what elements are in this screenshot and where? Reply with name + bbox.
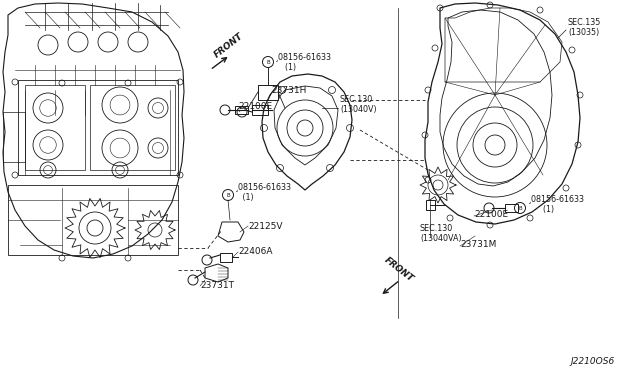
Text: SEC.130
(13040VA): SEC.130 (13040VA) bbox=[420, 224, 461, 243]
Text: B: B bbox=[226, 192, 230, 198]
Text: ¸08156-61633
      (1): ¸08156-61633 (1) bbox=[528, 194, 585, 214]
Text: FRONT: FRONT bbox=[213, 32, 246, 60]
Text: B: B bbox=[518, 205, 522, 211]
Text: 22125V: 22125V bbox=[248, 221, 282, 231]
Text: SEC.130
(13040V): SEC.130 (13040V) bbox=[340, 95, 376, 115]
Text: B: B bbox=[266, 60, 270, 64]
Text: SEC.135
(13035): SEC.135 (13035) bbox=[568, 18, 602, 38]
Text: 23731M: 23731M bbox=[460, 240, 497, 249]
Text: 23731H: 23731H bbox=[271, 86, 307, 95]
Text: FRONT: FRONT bbox=[383, 256, 415, 284]
Text: 22100E: 22100E bbox=[474, 210, 508, 219]
Text: 23731T: 23731T bbox=[200, 282, 234, 291]
Text: ¸08156-61633
    (1): ¸08156-61633 (1) bbox=[275, 52, 332, 72]
Text: 22100E: 22100E bbox=[238, 102, 272, 111]
Text: 22406A: 22406A bbox=[238, 247, 273, 257]
Text: J2210OS6: J2210OS6 bbox=[570, 357, 614, 366]
Text: ¸08156-61633
   (1): ¸08156-61633 (1) bbox=[235, 182, 292, 202]
